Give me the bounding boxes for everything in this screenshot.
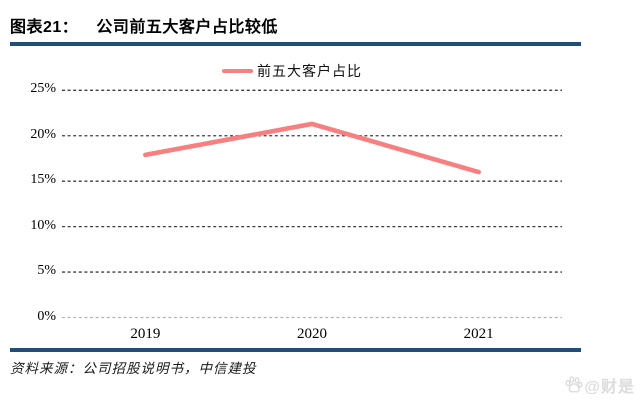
y-axis-tick-label: 25% xyxy=(30,81,56,97)
top-divider-rule xyxy=(10,42,581,46)
y-axis-tick-label: 20% xyxy=(30,126,56,142)
chart-title: 图表21： 公司前五大客户占比较低 xyxy=(10,13,278,37)
watermark: @财是 xyxy=(564,373,635,397)
legend-label: 前五大客户占比 xyxy=(257,63,362,79)
x-axis-tick-label: 2020 xyxy=(297,326,327,342)
baidu-paw-icon xyxy=(565,375,583,393)
legend-line-swatch xyxy=(222,68,253,74)
x-axis-tick-label: 2019 xyxy=(130,326,161,342)
bottom-divider-rule xyxy=(10,348,581,352)
watermark-text: @财是 xyxy=(584,379,635,396)
chart-title-prefix: 图表21： xyxy=(10,19,79,36)
source-note: 资料来源：公司招股说明书，中信建投 xyxy=(10,361,257,376)
chart-title-text: 公司前五大客户占比较低 xyxy=(96,19,278,36)
y-axis-tick-label: 0% xyxy=(37,308,56,324)
legend: 前五大客户占比 xyxy=(222,62,362,80)
x-axis-tick-label: 2021 xyxy=(463,326,494,342)
y-axis-tick-label: 10% xyxy=(30,217,56,233)
y-axis-tick-label: 5% xyxy=(37,263,56,279)
y-axis-tick-label: 15% xyxy=(30,172,56,188)
data-line-top5-customers xyxy=(143,121,481,175)
